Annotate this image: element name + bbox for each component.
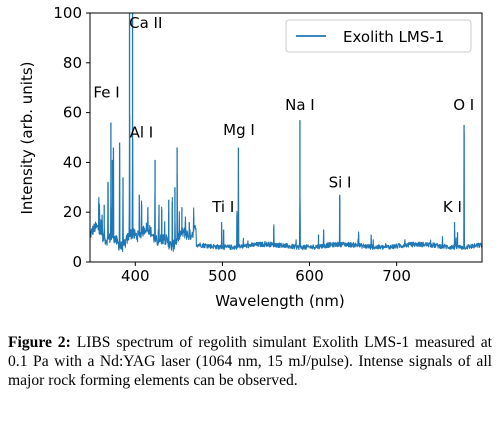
x-tick-label: 400 (121, 267, 150, 285)
legend-label: Exolith LMS-1 (343, 28, 444, 46)
y-tick-label: 20 (63, 203, 82, 221)
x-tick-label: 500 (208, 267, 237, 285)
element-label: O I (453, 96, 474, 114)
caption-text: LIBS spectrum of regolith simulant Exoli… (8, 334, 492, 389)
y-tick-label: 60 (63, 104, 82, 122)
spectrum-peaks (98, 13, 465, 248)
element-labels: Ca II Fe I Al I Mg I Na I Si I Ti I K I O I (93, 14, 474, 216)
x-tick-label: 600 (295, 267, 324, 285)
element-label: Mg I (223, 121, 255, 139)
element-label: Si I (329, 173, 352, 191)
y-tick-label: 100 (53, 4, 82, 22)
element-label: Ti I (211, 198, 234, 216)
legend: Exolith LMS-1 (285, 19, 472, 53)
caption-label: Figure 2: (8, 334, 71, 351)
plot-area (90, 13, 482, 253)
x-axis-label: Wavelength (nm) (215, 292, 345, 310)
element-label: Al I (130, 124, 154, 142)
plot-frame (89, 12, 483, 263)
element-label: Fe I (93, 84, 119, 102)
axes: 400 500 600 700 0 20 40 60 80 100 (53, 4, 483, 285)
y-tick-label: 40 (63, 153, 82, 171)
legend-box (285, 19, 472, 53)
x-tick-label: 700 (382, 267, 411, 285)
y-tick-label: 80 (63, 54, 82, 72)
libs-spectrum-chart: 400 500 600 700 0 20 40 60 80 100 Ca II Fe I Al I Mg… (18, 4, 483, 310)
y-axis-label: Intensity (arb. units) (18, 61, 36, 214)
element-label: Ca II (129, 14, 162, 32)
y-tick-label: 0 (72, 253, 82, 271)
figure-caption: Figure 2: LIBS spectrum of regolith simu… (8, 333, 492, 390)
element-label: K I (443, 198, 462, 216)
element-label: Na I (285, 96, 315, 114)
